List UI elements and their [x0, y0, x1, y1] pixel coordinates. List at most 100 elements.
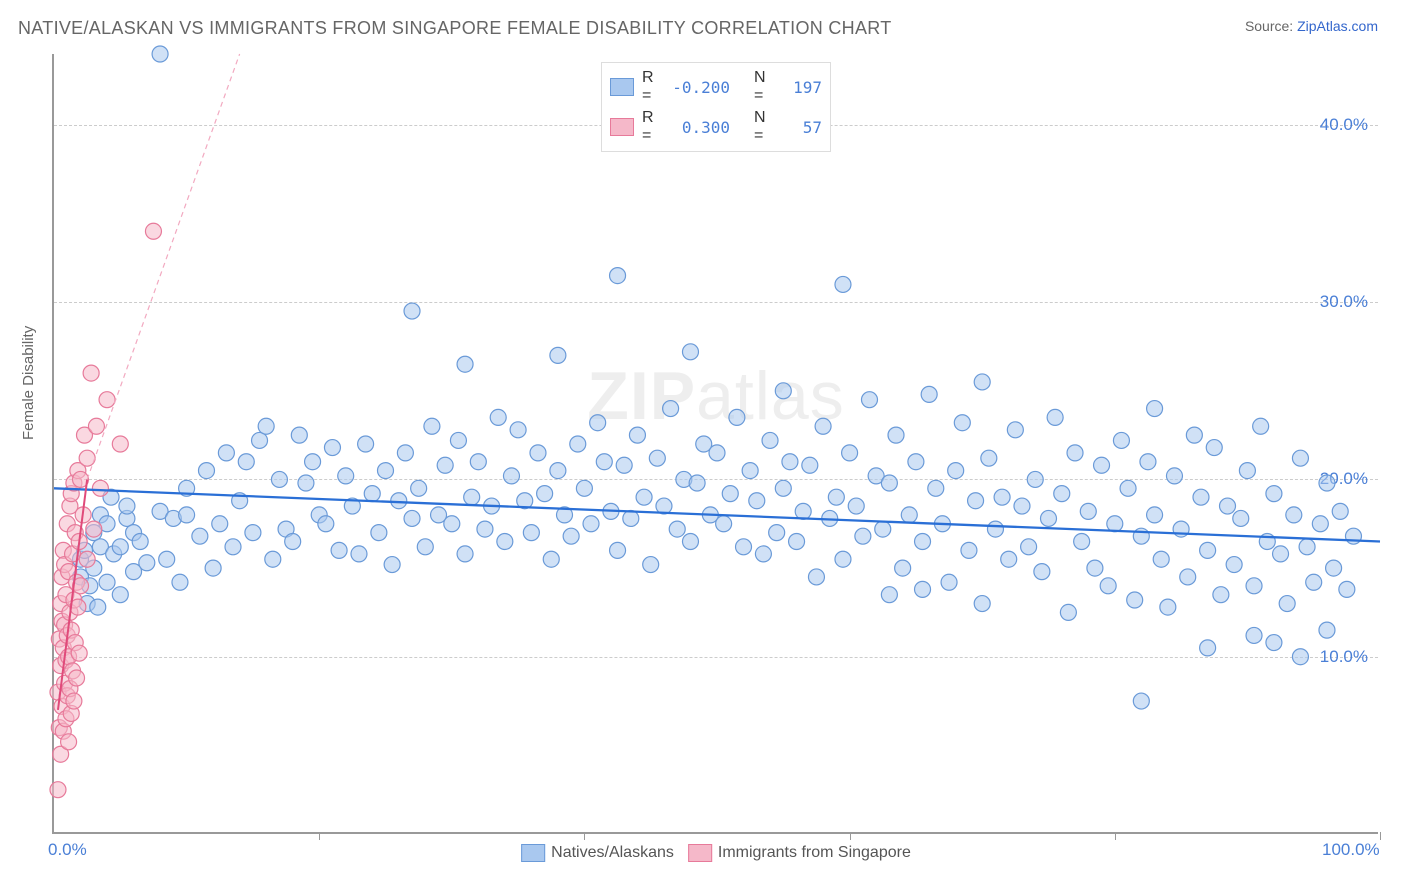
- scatter-point: [835, 551, 851, 567]
- scatter-point: [139, 555, 155, 571]
- scatter-point: [404, 303, 420, 319]
- scatter-point: [762, 432, 778, 448]
- scatter-point: [1147, 507, 1163, 523]
- scatter-point: [271, 471, 287, 487]
- scatter-point: [1014, 498, 1030, 514]
- scatter-point: [1166, 468, 1182, 484]
- scatter-point: [331, 542, 347, 558]
- scatter-point: [1292, 450, 1308, 466]
- scatter-point: [636, 489, 652, 505]
- scatter-point: [417, 539, 433, 555]
- scatter-point: [1054, 486, 1070, 502]
- scatter-point: [537, 486, 553, 502]
- scatter-point: [358, 436, 374, 452]
- scatter-point: [384, 557, 400, 573]
- scatter-point: [371, 525, 387, 541]
- legend-stats-row: R =0.300N =57: [610, 107, 822, 147]
- scatter-point: [749, 493, 765, 509]
- scatter-point: [470, 454, 486, 470]
- scatter-point: [835, 276, 851, 292]
- scatter-point: [1200, 542, 1216, 558]
- scatter-point: [828, 489, 844, 505]
- scatter-point: [1147, 401, 1163, 417]
- scatter-point: [808, 569, 824, 585]
- scatter-point: [132, 534, 148, 550]
- scatter-point: [1127, 592, 1143, 608]
- scatter-point: [523, 525, 539, 541]
- scatter-point: [152, 46, 168, 62]
- scatter-point: [437, 457, 453, 473]
- scatter-point: [1266, 635, 1282, 651]
- scatter-point: [324, 440, 340, 456]
- scatter-point: [198, 463, 214, 479]
- scatter-point: [79, 450, 95, 466]
- scatter-point: [338, 468, 354, 484]
- scatter-point: [908, 454, 924, 470]
- legend-series-item: Natives/Alaskans: [521, 844, 674, 862]
- scatter-point: [1001, 551, 1017, 567]
- scatter-point: [265, 551, 281, 567]
- scatter-point: [974, 374, 990, 390]
- scatter-point: [915, 534, 931, 550]
- scatter-point: [1319, 622, 1335, 638]
- legend-swatch: [688, 844, 712, 862]
- scatter-point: [1100, 578, 1116, 594]
- scatter-point: [576, 480, 592, 496]
- scatter-point: [755, 546, 771, 562]
- scatter-point: [848, 498, 864, 514]
- y-axis-label: Female Disability: [20, 326, 37, 440]
- scatter-point: [1140, 454, 1156, 470]
- scatter-point: [285, 534, 301, 550]
- scatter-point: [1007, 422, 1023, 438]
- scatter-point: [1074, 534, 1090, 550]
- scatter-point: [682, 534, 698, 550]
- source-prefix: Source:: [1245, 18, 1297, 34]
- legend-r-label: R =: [642, 69, 662, 105]
- scatter-point: [948, 463, 964, 479]
- scatter-point: [119, 498, 135, 514]
- scatter-point: [895, 560, 911, 576]
- scatter-point: [596, 454, 612, 470]
- legend-swatch: [610, 78, 634, 96]
- scatter-point: [928, 480, 944, 496]
- legend-swatch: [521, 844, 545, 862]
- scatter-point: [775, 480, 791, 496]
- scatter-point: [61, 734, 77, 750]
- scatter-svg: [54, 54, 1378, 832]
- scatter-point: [1087, 560, 1103, 576]
- scatter-point: [1153, 551, 1169, 567]
- scatter-point: [112, 436, 128, 452]
- scatter-point: [298, 475, 314, 491]
- x-tick-mark: [1115, 832, 1116, 840]
- scatter-point: [1186, 427, 1202, 443]
- scatter-point: [570, 436, 586, 452]
- scatter-point: [404, 510, 420, 526]
- legend-series-label: Immigrants from Singapore: [718, 844, 911, 862]
- scatter-point: [1113, 432, 1129, 448]
- x-tick-mark: [850, 832, 851, 840]
- scatter-point: [789, 534, 805, 550]
- scatter-point: [742, 463, 758, 479]
- scatter-point: [1339, 581, 1355, 597]
- scatter-point: [172, 574, 188, 590]
- scatter-point: [1326, 560, 1342, 576]
- scatter-point: [1021, 539, 1037, 555]
- scatter-point: [881, 587, 897, 603]
- scatter-point: [736, 539, 752, 555]
- plot-area: ZIPatlas 10.0%20.0%30.0%40.0%0.0%100.0% …: [52, 54, 1378, 834]
- scatter-point: [901, 507, 917, 523]
- scatter-point: [1120, 480, 1136, 496]
- scatter-point: [941, 574, 957, 590]
- scatter-point: [305, 454, 321, 470]
- scatter-point: [682, 344, 698, 360]
- legend-r-label: R =: [642, 109, 662, 145]
- scatter-point: [915, 581, 931, 597]
- scatter-point: [192, 528, 208, 544]
- scatter-point: [66, 693, 82, 709]
- x-tick-mark: [319, 832, 320, 840]
- scatter-point: [782, 454, 798, 470]
- source-link[interactable]: ZipAtlas.com: [1297, 18, 1378, 34]
- chart-container: NATIVE/ALASKAN VS IMMIGRANTS FROM SINGAP…: [0, 0, 1406, 892]
- scatter-point: [1200, 640, 1216, 656]
- scatter-point: [689, 475, 705, 491]
